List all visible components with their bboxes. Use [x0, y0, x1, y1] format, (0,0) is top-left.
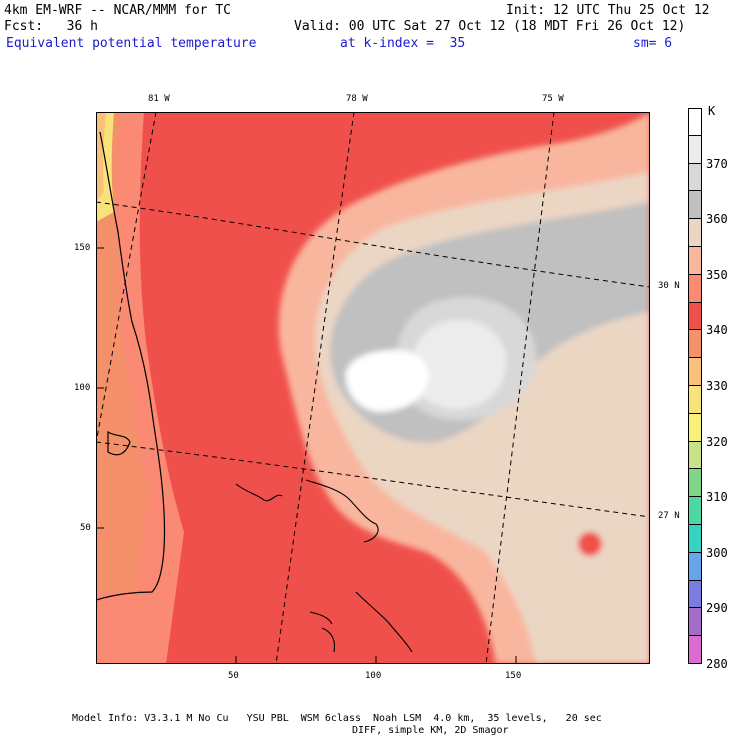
lat-label-30n: 30 N: [658, 281, 680, 291]
colorbar: [688, 108, 702, 664]
colorbar-cell: [688, 413, 702, 442]
colorbar-cell: [688, 302, 702, 331]
warm-land-orange: [96, 112, 106, 202]
smoothing-text: sm= 6: [633, 36, 673, 51]
x-axis-ticks-bottom: [235, 656, 517, 664]
lon-label-81w: 81 W: [148, 94, 170, 104]
colorbar-level-label: 310: [706, 490, 728, 505]
lat-label-27n: 27 N: [658, 511, 680, 521]
x-tick-100: 100: [365, 671, 382, 681]
y-tick-100: 100: [74, 383, 91, 393]
colorbar-level-label: 300: [706, 545, 728, 560]
coastal-band-inner: [96, 112, 148, 592]
x-tick-50: 50: [228, 671, 239, 681]
colorbar-cell: [688, 358, 702, 386]
y-tick-150: 150: [74, 243, 91, 253]
colorbar-level-label: 370: [706, 156, 728, 171]
colorbar-cell: [688, 219, 702, 247]
y-axis-ticks-left: [96, 247, 104, 529]
colorbar-level-label: 350: [706, 267, 728, 282]
y-tick-50: 50: [80, 523, 91, 533]
footer-line2: DIFF, simple KM, 2D Smagor: [352, 725, 509, 736]
header-fcst-line: Fcst: 36 h: [4, 19, 98, 34]
colorbar-level-label: 290: [706, 601, 728, 616]
lon-label-75w: 75 W: [542, 94, 564, 104]
warm-spot: [578, 532, 602, 556]
footer-line1: Model Info: V3.3.1 M No Cu YSU PBL WSM 6…: [72, 713, 602, 724]
colorbar-cell: [688, 274, 702, 303]
colorbar-cell: [688, 608, 702, 637]
field-name: Equivalent potential temperature: [6, 36, 257, 51]
colorbar-level-label: 280: [706, 657, 728, 671]
colorbar-level-label: 360: [706, 212, 728, 227]
colorbar-cell: [688, 191, 702, 220]
colorbar-cell: [688, 552, 702, 581]
colorbar-cell: [688, 441, 702, 470]
gridline-lat-30n: [96, 201, 650, 288]
lon-label-78w: 78 W: [346, 94, 368, 104]
colorbar-cell: [688, 163, 702, 192]
theta-e-map: [96, 112, 650, 664]
colorbar-cell: [688, 525, 702, 553]
colorbar-cell: [688, 247, 702, 275]
colorbar-unit: K: [708, 104, 716, 118]
colorbar-cell: [688, 497, 702, 525]
colorbar-cell: [688, 386, 702, 414]
colorbar-cell: [688, 469, 702, 498]
gridline-lon-78w: [275, 112, 355, 664]
theta-e-365-region: [411, 319, 506, 410]
level-text: at k-index = 35: [340, 36, 466, 51]
colorbar-cell: [688, 580, 702, 609]
colorbar-cell: [688, 108, 702, 136]
x-tick-150: 150: [505, 671, 522, 681]
gridline-lat-27n: [96, 441, 650, 518]
header-model-line: 4km EM-WRF -- NCAR/MMM for TC: [4, 3, 231, 18]
header-valid-line: Valid: 00 UTC Sat 27 Oct 12 (18 MDT Fri …: [294, 19, 686, 34]
colorbar-cell: [688, 135, 702, 164]
colorbar-level-label: 320: [706, 434, 728, 449]
gridline-lon-81w: [96, 112, 157, 447]
gridline-lon-75w: [485, 112, 555, 664]
colorbar-cell: [688, 636, 702, 664]
colorbar-cell: [688, 330, 702, 359]
colorbar-level-label: 340: [706, 323, 728, 338]
coastline-bahamas: [235, 479, 413, 653]
theta-e-370-region: [345, 350, 429, 412]
header-init-line: Init: 12 UTC Thu 25 Oct 12: [506, 3, 710, 18]
colorbar-level-label: 330: [706, 379, 728, 393]
coastline-florida: [96, 131, 166, 601]
